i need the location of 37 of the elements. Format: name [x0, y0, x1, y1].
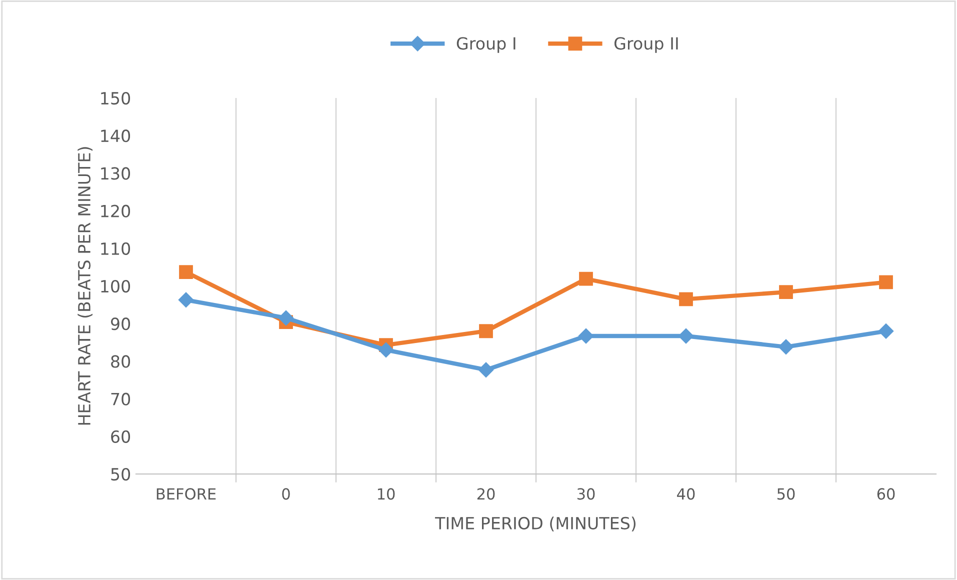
- y-axis-title: HEART RATE (BEATS PER MINUTE): [78, 147, 93, 425]
- x-tick-label: 60: [877, 488, 895, 500]
- y-tick-label: 130: [101, 167, 130, 180]
- y-tick-label: 100: [101, 280, 130, 293]
- point: [779, 285, 793, 299]
- point: [878, 324, 894, 339]
- point: [378, 342, 394, 358]
- y-tick-label: 60: [111, 430, 130, 443]
- point: [278, 310, 294, 326]
- x-tick-label: BEFORE: [156, 488, 216, 500]
- legend-label: Group II: [614, 37, 678, 53]
- y-tick-label: 110: [101, 242, 130, 255]
- y-tick-label: 80: [111, 355, 130, 368]
- x-tick-label: 50: [777, 488, 795, 500]
- y-tick-label: 120: [101, 204, 130, 218]
- point: [679, 292, 693, 306]
- point: [678, 328, 694, 344]
- x-tick-label: 40: [677, 488, 695, 500]
- point: [579, 272, 593, 286]
- x-axis-title: TIME PERIOD (MINUTES): [435, 516, 636, 532]
- point: [478, 362, 494, 378]
- point: [179, 265, 193, 280]
- point: [178, 292, 194, 308]
- y-tick-label: 150: [101, 92, 130, 105]
- point: [778, 339, 794, 354]
- x-tick-label: 20: [477, 488, 495, 500]
- point: [479, 324, 493, 338]
- point: [879, 275, 893, 290]
- legend-label: Group I: [456, 37, 516, 53]
- x-tick-label: 0: [282, 488, 290, 500]
- y-tick-label: 50: [111, 468, 130, 481]
- y-tick-label: 70: [111, 392, 130, 406]
- y-tick-label: 90: [110, 318, 130, 330]
- x-tick-label: 30: [577, 488, 595, 500]
- x-tick-label: 10: [378, 488, 395, 500]
- y-tick-label: 140: [101, 130, 130, 142]
- point: [578, 328, 594, 344]
